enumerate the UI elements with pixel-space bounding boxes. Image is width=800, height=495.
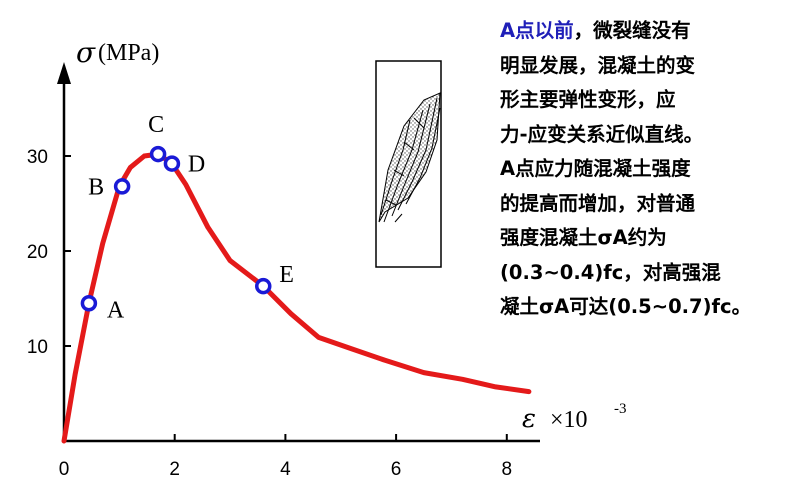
point-c-marker [149,145,167,163]
crack-lines [380,97,441,223]
curve-layer [61,151,532,444]
desc-line-1: A点以前，微裂缝没有 [500,14,796,49]
desc-line-3: 形主要弹性变形，应 [500,88,676,111]
key-points: A B CD E [80,112,294,323]
point-b-label: B [88,174,104,200]
x-tick-label: 2 [169,459,180,480]
desc-line-5: A点应力随混凝土强度 [500,157,691,180]
x-tick-label: 4 [280,459,291,480]
y-axis-arrow [57,62,71,84]
y-tick-label: 30 [27,147,48,168]
x-axis-exponent: -3 [614,401,627,417]
y-axis-symbol: σ [76,36,96,69]
x-tick-label: 0 [59,459,70,480]
y-tick-label: 20 [27,242,48,263]
point-a-label: A [107,297,125,323]
y-tick-label: 10 [27,337,48,358]
x-tick-label: 6 [391,459,402,480]
point-c-label: C [148,112,164,138]
y-axis-unit: (MPa) [98,40,159,66]
desc-line-1-rest: ，微裂缝没有 [573,19,691,42]
axis-ticks: 0 2 4 6 8 10 20 30 [27,147,512,480]
desc-line-4: 力-应变关系近似直线。 [500,122,704,146]
point-d-label: D [188,152,205,178]
x-axis-unit: ×10 [550,407,588,433]
point-d-marker [163,155,181,172]
point-a-marker [80,295,98,312]
specimen-sketch [375,60,442,268]
description-text: A点以前，微裂缝没有 明显发展，混凝土的变 形主要弹性变形，应 力-应变关系近似… [500,14,796,325]
desc-line-6: 的提高而增加，对普通 [500,191,696,215]
desc-line-8: (0.3~0.4)fc，对高强混 [500,260,721,284]
stress-strain-curve [61,151,532,444]
x-tick-label: 8 [502,459,513,480]
desc-line-7: 强度混凝土σA约为 [500,226,667,249]
desc-lead: A点以前 [500,19,574,42]
desc-line-9: 凝土σA可达(0.5~0.7)fc。 [500,295,752,318]
desc-line-2: 明显发展，混凝土的变 [500,53,696,77]
point-e-marker [255,277,272,295]
point-b-marker [113,178,131,195]
point-e-label: E [279,262,294,288]
axes [57,62,540,443]
x-axis-symbol: ε [522,404,536,434]
